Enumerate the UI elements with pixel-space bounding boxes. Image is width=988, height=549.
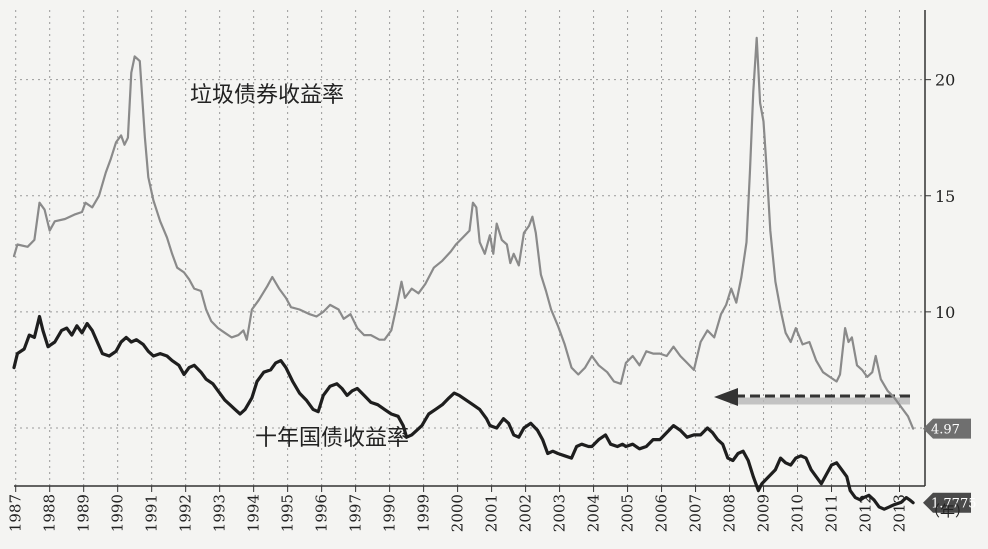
x-tick-label: 2003 xyxy=(551,494,569,532)
x-axis-ticks: 1987 1988 1989 1990 1991 1992 1993 1994 1995 1996… xyxy=(7,486,909,532)
y-axis-ticks: 10 15 20 xyxy=(925,71,955,429)
x-tick-label: 2011 xyxy=(823,494,841,532)
x-tick-label: 1994 xyxy=(245,494,263,532)
x-tick-label: 1996 xyxy=(313,494,331,532)
x-tick-label: 2008 xyxy=(721,494,739,532)
series-layer xyxy=(12,36,915,511)
x-tick-label: 2004 xyxy=(585,494,603,532)
x-tick-label: 1993 xyxy=(211,494,229,532)
x-tick-label: 2000 xyxy=(449,494,467,532)
x-tick-label: 2007 xyxy=(687,494,705,532)
x-tick-label: 1995 xyxy=(279,494,297,532)
y-tick-label: 15 xyxy=(935,187,955,206)
x-tick-label: 1990 xyxy=(381,494,399,532)
x-tick-label: 1999 xyxy=(415,494,433,532)
x-tick-label: 1989 xyxy=(75,494,93,532)
x-tick-label: 2010 xyxy=(789,494,807,532)
guide-arrow-head xyxy=(714,388,738,406)
end-value-tag-0: 4.97 xyxy=(923,418,971,439)
end-value-tag-bg xyxy=(923,418,971,439)
series-label-treasury: 十年国债收益率 xyxy=(255,426,409,451)
end-value-tags: 4.97 1.7775 xyxy=(923,418,977,513)
x-tick-label: 2001 xyxy=(483,494,501,532)
x-tick-label: 2005 xyxy=(619,494,637,532)
x-tick-label: 2012 xyxy=(857,494,875,532)
end-value-tag-text: 1.7775 xyxy=(931,497,977,512)
x-tick-label: 1990 xyxy=(109,494,127,532)
price-guide xyxy=(714,388,910,406)
x-tick-label: 1991 xyxy=(143,494,161,532)
horizontal-gridlines xyxy=(14,79,925,429)
x-tick-label: 2009 xyxy=(755,494,773,532)
end-value-tag-1: 1.7775 xyxy=(923,492,977,513)
series-label-junk-bond: 垃圾债券收益率 xyxy=(190,83,344,108)
x-tick-label: 1987 xyxy=(7,494,25,532)
x-tick-label: 2002 xyxy=(517,494,535,532)
y-tick-label: 20 xyxy=(935,71,955,90)
x-tick-label: 2006 xyxy=(653,494,671,532)
series-line-1 xyxy=(12,314,915,511)
x-tick-label: 1988 xyxy=(41,494,59,532)
x-axis-unit-label: （年） xyxy=(925,502,970,520)
x-tick-label: 1992 xyxy=(177,494,195,532)
vertical-gridlines xyxy=(15,10,901,486)
end-value-tag-text: 4.97 xyxy=(931,423,960,438)
end-value-tag-bg xyxy=(923,492,971,513)
x-tick-label: 1997 xyxy=(347,494,365,532)
y-tick-label: 10 xyxy=(935,303,955,322)
series-line-0 xyxy=(12,36,915,430)
